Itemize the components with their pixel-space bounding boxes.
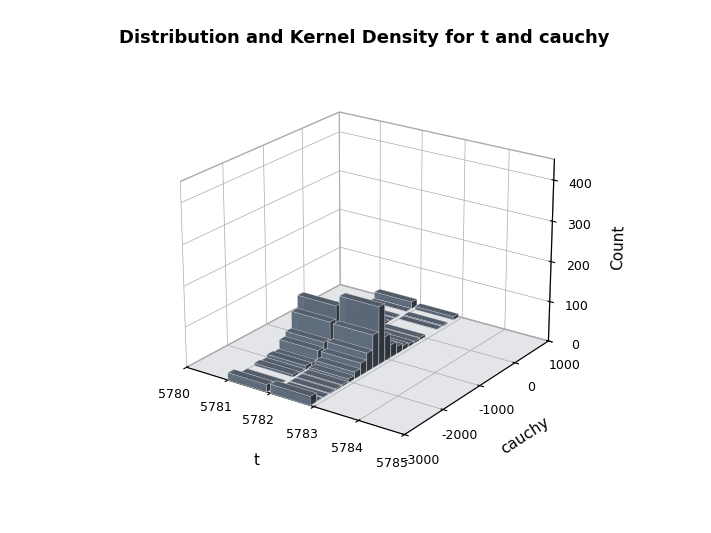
X-axis label: t: t (254, 453, 260, 469)
Title: Distribution and Kernel Density for t and cauchy: Distribution and Kernel Density for t an… (119, 29, 609, 47)
Y-axis label: cauchy: cauchy (498, 415, 552, 457)
